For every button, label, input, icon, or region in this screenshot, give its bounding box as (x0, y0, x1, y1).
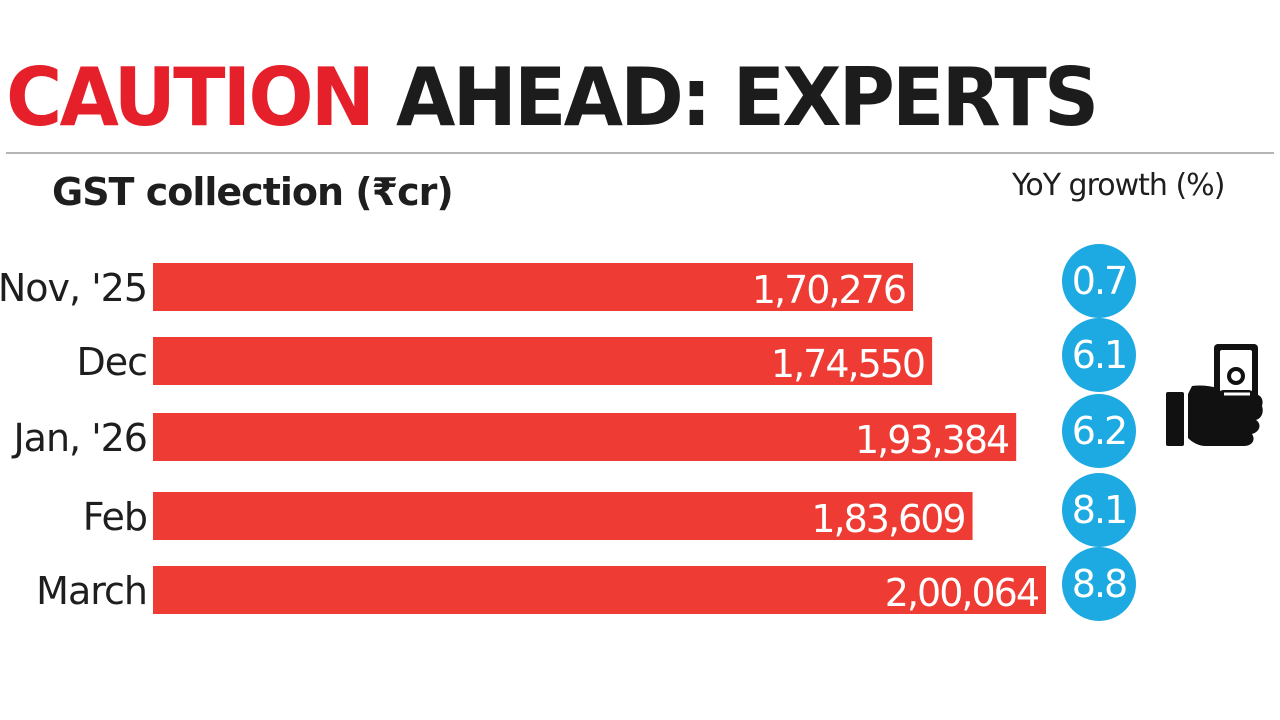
yoy-growth-value: 0.7 (1072, 259, 1126, 303)
yoy-growth-badge (1062, 318, 1136, 392)
headline: CAUTION AHEAD: EXPERTS (6, 58, 1099, 138)
yoy-growth-badge (1062, 473, 1136, 547)
category-label: Feb (83, 495, 147, 539)
category-label: Dec (76, 340, 147, 384)
yoy-growth-badge (1062, 394, 1136, 468)
bar-value-label: 1,83,609 (811, 497, 964, 541)
yoy-growth-header: YoY growth (%) (1012, 168, 1225, 203)
yoy-growth-value: 6.1 (1072, 333, 1126, 377)
yoy-growth-value: 8.8 (1072, 562, 1126, 606)
yoy-growth-value: 6.2 (1072, 409, 1126, 453)
gst-bar (153, 337, 933, 385)
bar-value-label: 1,93,384 (855, 418, 1009, 462)
gst-bar (153, 413, 1017, 461)
headline-ahead-experts: AHEAD: EXPERTS (396, 51, 1099, 144)
category-label: Jan, '26 (11, 416, 147, 460)
yoy-growth-value: 8.1 (1072, 488, 1126, 532)
yoy-growth-badge (1062, 547, 1136, 621)
bar-value-label: 1,74,550 (771, 342, 924, 386)
category-label: Nov, '25 (0, 266, 147, 310)
gst-bar (153, 566, 1046, 614)
headline-caution: CAUTION (6, 51, 375, 144)
hand-holding-money-icon (1166, 344, 1263, 446)
yoy-growth-badge (1062, 244, 1136, 318)
category-label: March (36, 569, 147, 613)
gst-bar (153, 492, 973, 540)
bar-value-label: 1,70,276 (752, 268, 905, 312)
gst-bar (153, 263, 914, 311)
chart-subtitle: GST collection (₹cr) (52, 170, 454, 214)
headline-divider (6, 152, 1274, 154)
bar-value-label: 2,00,064 (885, 571, 1039, 615)
